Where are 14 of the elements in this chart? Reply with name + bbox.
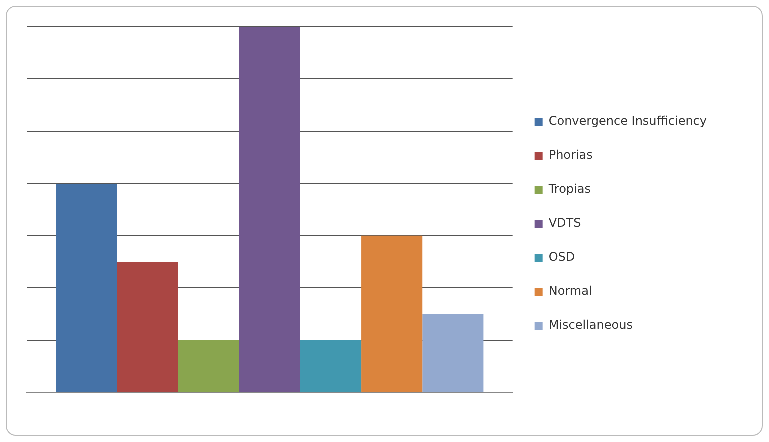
legend-label: Miscellaneous (548, 318, 633, 332)
legend-label: Tropias (548, 182, 591, 196)
bar (422, 314, 484, 392)
legend-label: VDTS (548, 216, 582, 230)
bar (362, 236, 423, 392)
legend-label: Convergence Insufficiency (548, 114, 707, 128)
bar (117, 262, 178, 392)
bar (56, 184, 118, 392)
bar (300, 340, 362, 392)
bar (178, 340, 240, 392)
bar (239, 27, 300, 392)
legend-label: Normal (548, 284, 592, 298)
legend-label: OSD (548, 250, 576, 264)
legend-label: Phorias (548, 148, 593, 162)
